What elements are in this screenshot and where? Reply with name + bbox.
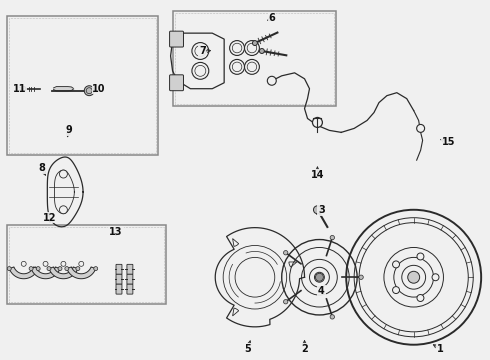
Text: 2: 2 bbox=[301, 344, 308, 354]
Bar bbox=[9, 227, 164, 302]
Circle shape bbox=[284, 300, 288, 304]
Circle shape bbox=[58, 267, 62, 271]
Circle shape bbox=[59, 170, 68, 178]
Bar bbox=[7, 16, 158, 155]
Polygon shape bbox=[67, 267, 96, 279]
Text: 8: 8 bbox=[38, 163, 45, 173]
Circle shape bbox=[314, 206, 321, 214]
Circle shape bbox=[417, 294, 424, 301]
Circle shape bbox=[245, 41, 259, 55]
Bar bbox=[106, 231, 161, 299]
Circle shape bbox=[192, 42, 209, 59]
Circle shape bbox=[47, 267, 51, 271]
Circle shape bbox=[59, 206, 68, 214]
Circle shape bbox=[22, 86, 26, 91]
Circle shape bbox=[94, 267, 98, 271]
Text: 12: 12 bbox=[43, 213, 56, 223]
Text: 15: 15 bbox=[441, 137, 455, 147]
Circle shape bbox=[268, 76, 276, 85]
Circle shape bbox=[29, 267, 33, 271]
Text: 13: 13 bbox=[109, 226, 123, 237]
Circle shape bbox=[313, 117, 322, 127]
Circle shape bbox=[192, 62, 209, 79]
Circle shape bbox=[259, 49, 264, 54]
FancyBboxPatch shape bbox=[127, 264, 133, 274]
Circle shape bbox=[79, 261, 84, 266]
Text: 5: 5 bbox=[245, 344, 251, 354]
Circle shape bbox=[84, 86, 94, 96]
Circle shape bbox=[330, 315, 335, 319]
Bar bbox=[174, 13, 334, 104]
Text: 10: 10 bbox=[93, 84, 106, 94]
Circle shape bbox=[65, 267, 69, 271]
Circle shape bbox=[417, 253, 424, 260]
Circle shape bbox=[316, 273, 323, 281]
FancyBboxPatch shape bbox=[127, 284, 133, 294]
Text: 11: 11 bbox=[13, 84, 26, 94]
Circle shape bbox=[392, 287, 399, 293]
Circle shape bbox=[21, 261, 26, 266]
Circle shape bbox=[76, 267, 80, 271]
Circle shape bbox=[7, 267, 11, 271]
FancyBboxPatch shape bbox=[170, 31, 183, 47]
Circle shape bbox=[408, 271, 419, 283]
Circle shape bbox=[359, 275, 363, 279]
Circle shape bbox=[284, 251, 288, 255]
Polygon shape bbox=[49, 267, 78, 279]
Text: 14: 14 bbox=[311, 170, 324, 180]
Circle shape bbox=[416, 125, 425, 132]
Circle shape bbox=[61, 261, 66, 266]
Circle shape bbox=[330, 235, 335, 240]
Text: 1: 1 bbox=[437, 344, 444, 354]
FancyBboxPatch shape bbox=[116, 284, 122, 294]
Circle shape bbox=[252, 41, 257, 46]
FancyBboxPatch shape bbox=[170, 75, 183, 91]
Text: 7: 7 bbox=[199, 46, 206, 56]
Circle shape bbox=[392, 261, 399, 268]
Bar bbox=[7, 225, 166, 304]
Circle shape bbox=[230, 41, 245, 55]
Text: 3: 3 bbox=[318, 205, 325, 215]
Polygon shape bbox=[9, 267, 38, 279]
Text: 9: 9 bbox=[66, 125, 73, 135]
Circle shape bbox=[245, 59, 259, 74]
Text: 6: 6 bbox=[269, 13, 275, 23]
FancyBboxPatch shape bbox=[127, 274, 133, 284]
Circle shape bbox=[432, 274, 439, 281]
Bar bbox=[172, 11, 336, 105]
FancyBboxPatch shape bbox=[116, 264, 122, 274]
Circle shape bbox=[230, 59, 245, 74]
Bar bbox=[9, 18, 156, 153]
Polygon shape bbox=[31, 267, 60, 279]
FancyBboxPatch shape bbox=[116, 274, 122, 284]
Circle shape bbox=[36, 267, 40, 271]
Text: 4: 4 bbox=[318, 286, 325, 296]
Circle shape bbox=[43, 261, 48, 266]
